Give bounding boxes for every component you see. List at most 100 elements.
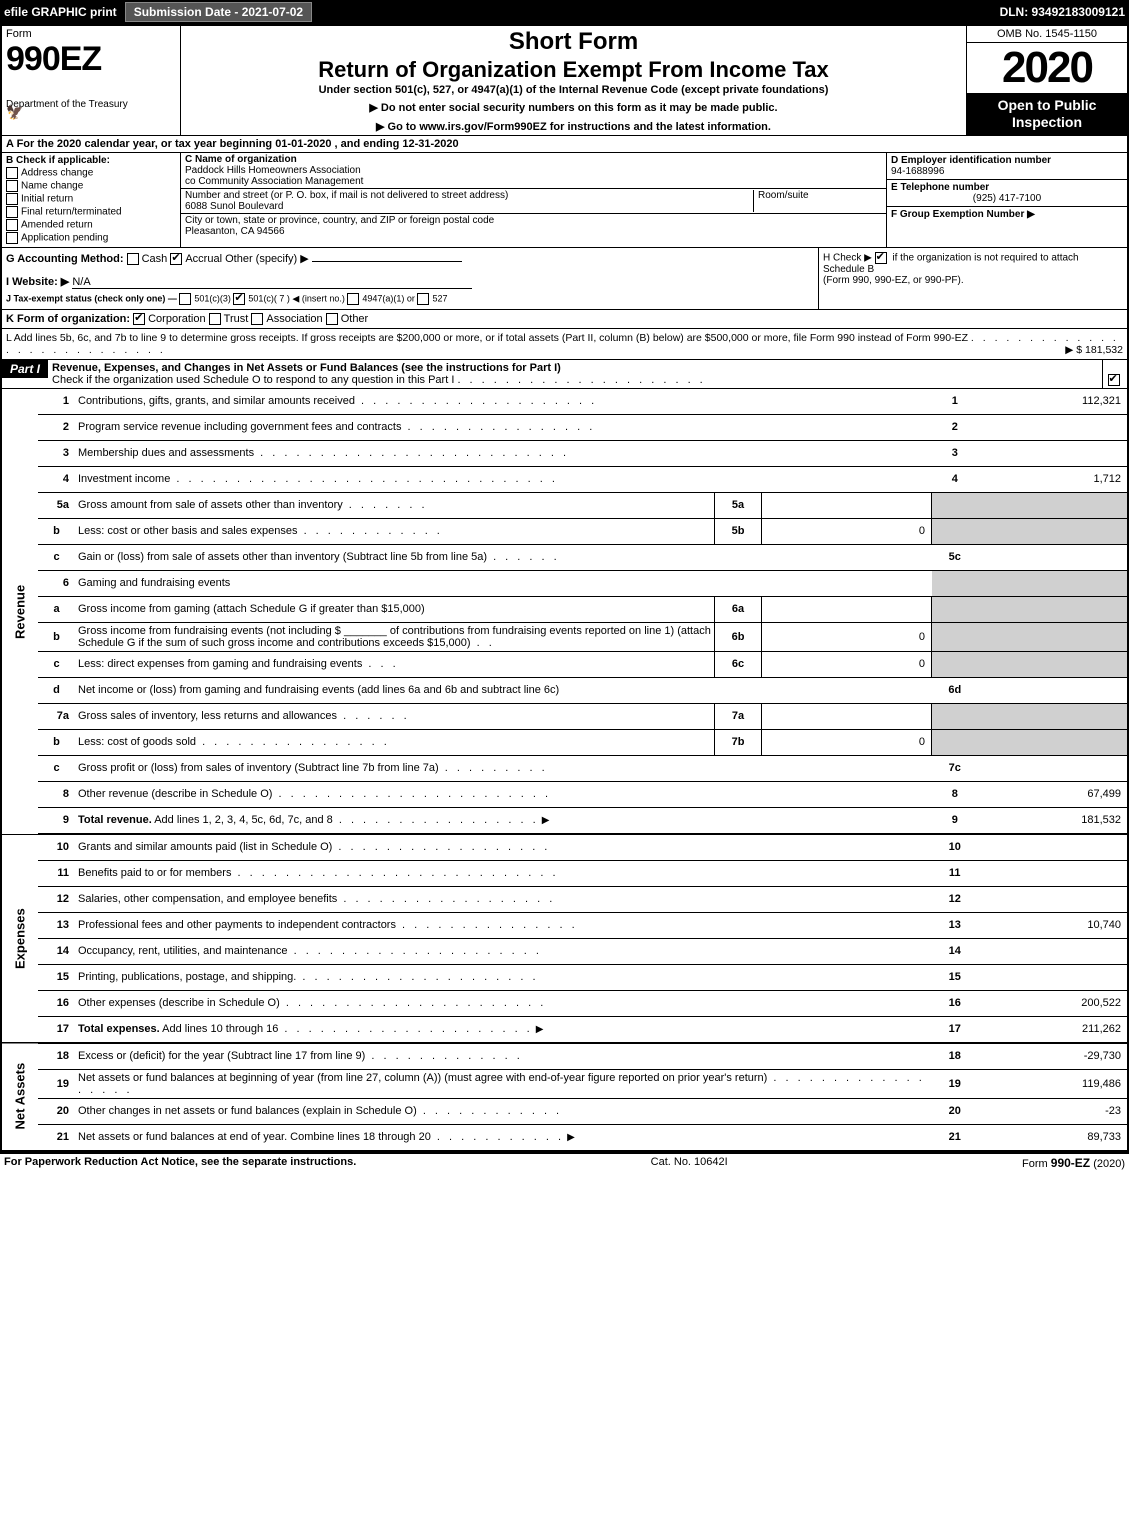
row-l-text: L Add lines 5b, 6c, and 7b to line 9 to …: [6, 332, 968, 344]
checkbox-accrual[interactable]: [170, 253, 182, 265]
row-k-label: K Form of organization:: [6, 313, 130, 325]
group-exemption-label: F Group Exemption Number ▶: [891, 209, 1035, 220]
checkbox-amended-return[interactable]: [6, 219, 18, 231]
main-title: Return of Organization Exempt From Incom…: [187, 57, 960, 83]
checkbox-cash[interactable]: [127, 253, 139, 265]
line-number: c: [38, 755, 75, 781]
line-number: 19: [38, 1069, 75, 1098]
right-val: 89,733: [978, 1124, 1127, 1150]
shaded-cell: [978, 729, 1127, 755]
line-number: 17: [38, 1016, 75, 1043]
checkbox-501c3[interactable]: [179, 293, 191, 305]
form-number: 990EZ: [6, 40, 176, 79]
mid-num: 6c: [715, 651, 762, 677]
form-word: Form: [6, 28, 176, 40]
right-num: 11: [932, 860, 979, 886]
header-center: Short Form Return of Organization Exempt…: [181, 26, 966, 135]
line-number: c: [38, 651, 75, 677]
line-number: 6: [38, 570, 75, 596]
right-num: 20: [932, 1098, 979, 1124]
checkbox-h-not-required[interactable]: [875, 252, 887, 264]
right-num: 21: [932, 1124, 979, 1150]
checkbox-corporation[interactable]: [133, 313, 145, 325]
efile-print[interactable]: efile GRAPHIC print: [4, 5, 117, 19]
other-specify-input[interactable]: [312, 261, 462, 262]
row-l-amount: ▶ $ 181,532: [1065, 344, 1123, 356]
right-num: 8: [932, 781, 979, 807]
line-number: b: [38, 729, 75, 755]
city-label: City or town, state or province, country…: [185, 215, 494, 226]
checkbox-other-org[interactable]: [326, 313, 338, 325]
checkbox-4947a1[interactable]: [347, 293, 359, 305]
table-row: b Less: cost of goods sold . . . . . . .…: [2, 729, 1127, 755]
arrow-icon: ▶: [542, 815, 550, 826]
line-desc: Program service revenue including govern…: [78, 421, 401, 433]
checkbox-501c[interactable]: [233, 293, 245, 305]
label-association: Association: [266, 313, 322, 325]
table-row: 14 Occupancy, rent, utilities, and maint…: [2, 938, 1127, 964]
table-row: 17 Total expenses. Add lines 10 through …: [2, 1016, 1127, 1043]
right-val: 181,532: [978, 807, 1127, 834]
line-desc: Other expenses (describe in Schedule O): [78, 997, 280, 1009]
line-number: 15: [38, 964, 75, 990]
checkbox-527[interactable]: [417, 293, 429, 305]
footer-left: For Paperwork Reduction Act Notice, see …: [4, 1156, 356, 1170]
mid-num: 7a: [715, 703, 762, 729]
line-number: 18: [38, 1043, 75, 1070]
checkbox-initial-return[interactable]: [6, 193, 18, 205]
checkbox-association[interactable]: [251, 313, 263, 325]
label-trust: Trust: [224, 313, 249, 325]
table-row: 21 Net assets or fund balances at end of…: [2, 1124, 1127, 1150]
block-c: C Name of organization Paddock Hills Hom…: [181, 153, 886, 247]
line-desc: Salaries, other compensation, and employ…: [78, 893, 337, 905]
table-row: c Less: direct expenses from gaming and …: [2, 651, 1127, 677]
line-number: b: [38, 518, 75, 544]
row-i-label: I Website: ▶: [6, 276, 69, 288]
checkbox-schedule-o[interactable]: [1108, 374, 1120, 386]
line-desc-bold: Total revenue.: [78, 814, 152, 826]
table-row: c Gain or (loss) from sale of assets oth…: [2, 544, 1127, 570]
shaded-cell: [932, 651, 979, 677]
expenses-side-label: Expenses: [2, 834, 38, 1043]
mid-val: 0: [762, 622, 932, 651]
room-label: Room/suite: [753, 190, 882, 212]
revenue-side-label: Revenue: [2, 389, 38, 834]
right-val: 112,321: [978, 389, 1127, 415]
label-application-pending: Application pending: [21, 232, 108, 243]
table-row: 4 Investment income . . . . . . . . . . …: [2, 466, 1127, 492]
line-number: 5a: [38, 492, 75, 518]
right-val: 119,486: [978, 1069, 1127, 1098]
right-val: 10,740: [978, 912, 1127, 938]
goto-link[interactable]: ▶ Go to www.irs.gov/Form990EZ for instru…: [187, 120, 960, 133]
checkbox-trust[interactable]: [209, 313, 221, 325]
checkbox-name-change[interactable]: [6, 180, 18, 192]
line-desc: Other revenue (describe in Schedule O): [78, 788, 272, 800]
label-4947a1: 4947(a)(1) or: [362, 293, 415, 303]
line-desc: Benefits paid to or for members: [78, 867, 231, 879]
checkbox-final-return[interactable]: [6, 206, 18, 218]
table-row: 20 Other changes in net assets or fund b…: [2, 1098, 1127, 1124]
right-num: 15: [932, 964, 979, 990]
mid-val: 0: [762, 729, 932, 755]
form-frame: Form 990EZ 🦅 Department of the Treasury …: [0, 24, 1129, 1153]
label-other-specify: Other (specify) ▶: [225, 253, 309, 265]
table-row: 7a Gross sales of inventory, less return…: [2, 703, 1127, 729]
checkbox-application-pending[interactable]: [6, 232, 18, 244]
line-desc: Gaming and fundraising events: [78, 577, 230, 589]
submission-date-button[interactable]: Submission Date - 2021-07-02: [125, 2, 312, 22]
right-val: [978, 677, 1127, 703]
table-row: 3 Membership dues and assessments . . . …: [2, 440, 1127, 466]
right-val: -29,730: [978, 1043, 1127, 1070]
table-row: 16 Other expenses (describe in Schedule …: [2, 990, 1127, 1016]
rows-gh: G Accounting Method: Cash Accrual Other …: [2, 248, 1127, 310]
block-b-title: B Check if applicable:: [6, 155, 110, 166]
shaded-cell: [978, 570, 1127, 596]
line-desc: Membership dues and assessments: [78, 447, 254, 459]
table-row: b Gross income from fundraising events (…: [2, 622, 1127, 651]
checkbox-address-change[interactable]: [6, 167, 18, 179]
right-val: [978, 414, 1127, 440]
table-row: a Gross income from gaming (attach Sched…: [2, 596, 1127, 622]
footer-mid: Cat. No. 10642I: [651, 1156, 728, 1170]
shaded-cell: [978, 518, 1127, 544]
block-c-label: C Name of organization: [185, 154, 297, 165]
